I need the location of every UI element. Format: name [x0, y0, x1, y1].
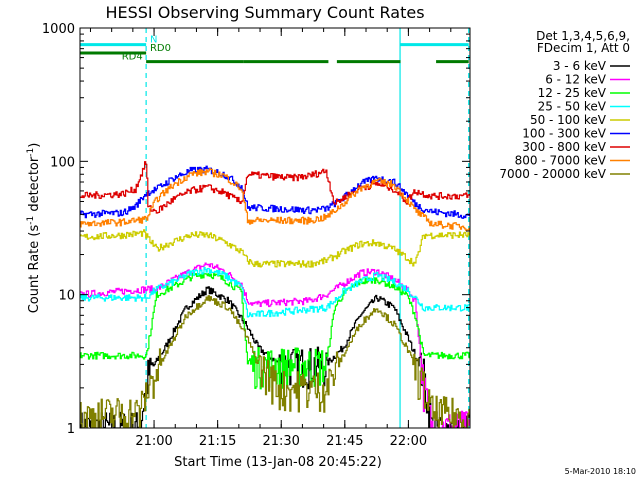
y-axis-label: Count Rate (s-1 detector-1)	[26, 143, 42, 314]
y-tick-label: 1000	[42, 22, 75, 37]
x-tick-label: 21:30	[262, 434, 299, 449]
series-line	[80, 266, 470, 318]
series-line	[80, 161, 470, 214]
legend-label: 6 - 12 keV	[545, 73, 607, 87]
x-tick-label: 22:00	[390, 434, 427, 449]
y-tick-label: 1	[67, 422, 75, 437]
y-tick-label: 10	[58, 289, 75, 304]
flag-bar-label: RD4	[122, 52, 143, 63]
legend-label: 800 - 7000 keV	[515, 154, 607, 168]
detector-info-line: FDecim 1, Att 0	[537, 41, 630, 55]
x-tick-label: 21:15	[199, 434, 236, 449]
x-axis-label: Start Time (13-Jan-08 20:45:22)	[174, 455, 382, 470]
legend-label: 3 - 6 keV	[553, 59, 607, 73]
y-axis-label-part: detector	[27, 156, 42, 216]
y-axis-label-part: )	[27, 143, 42, 148]
y-axis-label-part: Count Rate (s	[27, 225, 42, 314]
x-axis: 21:00 21:15 21:30 21:45 22:00	[89, 28, 452, 449]
y-axis-label-exponent: -1	[26, 216, 36, 225]
legend: Det 1,3,4,5,6,9, FDecim 1, Att 0 3 - 6 k…	[499, 29, 630, 181]
y-tick-label: 100	[50, 155, 75, 170]
y-axis: 1 10 100 1000	[42, 22, 470, 437]
legend-label: 7000 - 20000 keV	[499, 167, 606, 181]
y-axis-label-exponent: -1	[26, 148, 36, 157]
x-tick-label: 21:00	[135, 434, 172, 449]
series-line	[80, 295, 470, 428]
series-line	[80, 168, 470, 231]
flag-bar-label: RD0	[150, 43, 171, 54]
series-line	[80, 229, 470, 268]
legend-label: 100 - 300 keV	[522, 127, 606, 141]
footer-date: 5-Mar-2010 18:10	[565, 467, 636, 476]
legend-label: 300 - 800 keV	[522, 140, 606, 154]
legend-label: 12 - 25 keV	[538, 86, 607, 100]
legend-label: 25 - 50 keV	[538, 100, 607, 114]
flag-bar-label: N	[150, 35, 157, 46]
chart-title: HESSI Observing Summary Count Rates	[105, 3, 424, 22]
detector-info-line: Det 1,3,4,5,6,9,	[536, 29, 630, 43]
series-line	[80, 165, 470, 219]
plot-frame	[79, 27, 471, 429]
plot-area	[80, 28, 470, 428]
x-tick-label: 21:45	[326, 434, 363, 449]
legend-label: 50 - 100 keV	[530, 113, 607, 127]
